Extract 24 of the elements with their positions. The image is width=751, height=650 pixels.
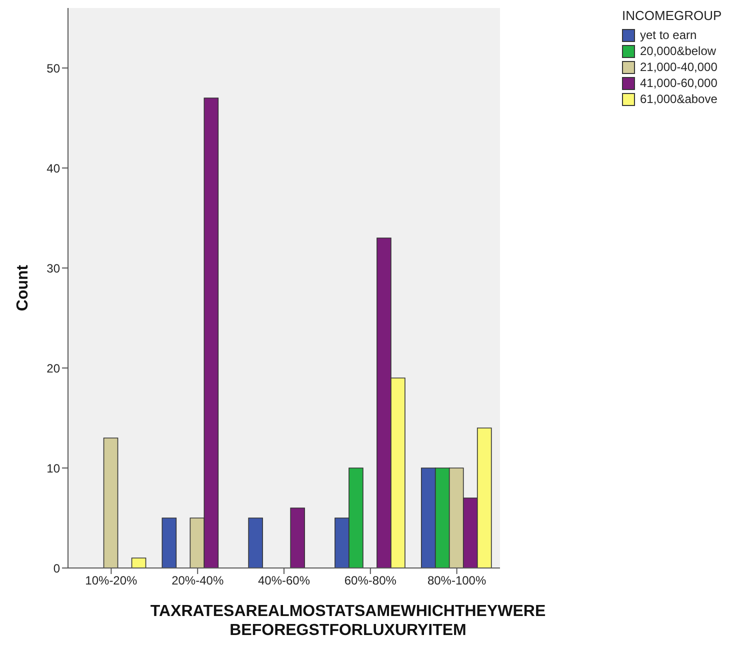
- bar: [131, 558, 146, 568]
- y-axis-title: Count: [14, 264, 32, 312]
- legend-label: 61,000&above: [640, 92, 718, 106]
- legend-label: 21,000-40,000: [640, 60, 718, 74]
- x-tick-label: 40%-60%: [258, 574, 310, 588]
- legend-title: INCOMEGROUP: [622, 8, 723, 23]
- y-tick-label: 50: [46, 61, 60, 76]
- y-tick-label: 30: [46, 261, 60, 276]
- y-tick-label: 40: [46, 161, 60, 176]
- legend-label: 20,000&below: [640, 44, 716, 58]
- bar: [290, 508, 305, 568]
- y-tick-label: 0: [53, 561, 60, 576]
- x-axis-title: TAXRATESAREALMOSTATSAMEWHICHTHEYWERE BEFOREGSTFORLUXURYITEM: [149, 602, 547, 640]
- legend-label: yet to earn: [640, 28, 697, 42]
- bar: [103, 438, 118, 568]
- y-tick-label: 10: [46, 461, 60, 476]
- x-tick-label: 80%-100%: [427, 574, 486, 588]
- x-tick-label: 60%-80%: [344, 574, 397, 588]
- legend-label: 41,000-60,000: [640, 76, 718, 90]
- x-tick-label: 20%-40%: [172, 574, 224, 588]
- x-tick-label: 10%-20%: [85, 574, 138, 588]
- bar: [248, 518, 263, 568]
- y-tick-label: 20: [46, 361, 60, 376]
- bar: [162, 518, 177, 568]
